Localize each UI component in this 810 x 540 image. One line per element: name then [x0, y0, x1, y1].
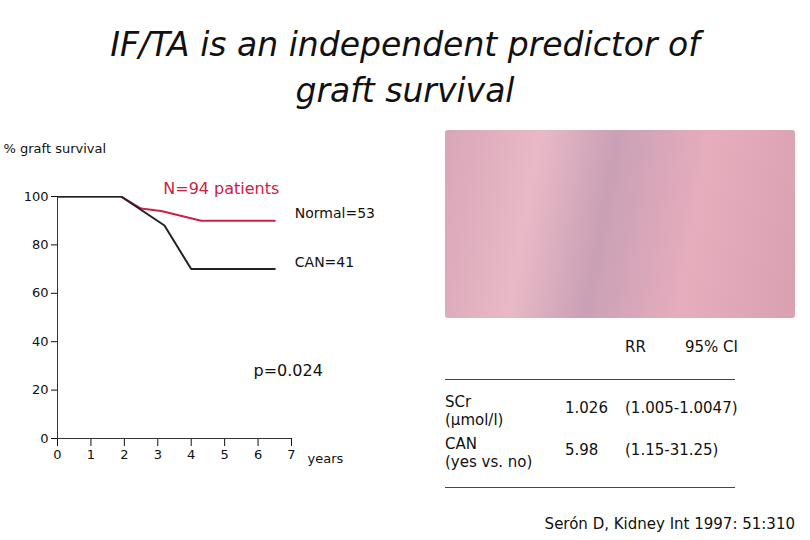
html-text:(1.005-1.0047): (1.005-1.0047) [625, 399, 738, 417]
html-text:SCr: SCr [445, 393, 472, 411]
html-text:95% CI: 95% CI [685, 338, 738, 356]
svg-text:4: 4 [187, 447, 195, 462]
html-text:1.026: 1.026 [565, 399, 608, 417]
svg-text:7: 7 [287, 447, 295, 462]
svg-text:0: 0 [40, 431, 48, 446]
svg-text:100: 100 [24, 189, 49, 204]
svg-text:40: 40 [32, 334, 49, 349]
svg-text:% graft survival: % graft survival [4, 141, 107, 156]
svg-text:6: 6 [254, 447, 262, 462]
html-text:(1.15-31.25): (1.15-31.25) [625, 441, 719, 459]
svg-text:3: 3 [154, 447, 162, 462]
svg-text:60: 60 [32, 285, 49, 300]
html-text:IF/TA is an independent predic: IF/TA is an independent predictor of [110, 25, 700, 64]
html-text:(μmol/l): (μmol/l) [445, 411, 504, 429]
svg-text:0: 0 [53, 447, 61, 462]
svg-text:2: 2 [120, 447, 128, 462]
html-text:Serón D, Kidney Int 1997: 51:3: Serón D, Kidney Int 1997: 51:310 [544, 515, 795, 533]
html-text:CAN: CAN [445, 435, 477, 453]
svg-text:20: 20 [32, 382, 49, 397]
svg-text:1: 1 [87, 447, 95, 462]
html-text:RR: RR [625, 338, 646, 356]
html-text:graft survival: graft survival [295, 71, 515, 110]
svg-text:5: 5 [221, 447, 229, 462]
svg-text:CAN=41: CAN=41 [295, 254, 354, 270]
svg-text:80: 80 [32, 237, 49, 252]
svg-text:p=0.024: p=0.024 [253, 361, 322, 380]
html-text:(yes vs. no): (yes vs. no) [445, 453, 533, 471]
svg-text:Normal=53: Normal=53 [295, 205, 375, 221]
html-text:5.98: 5.98 [565, 441, 599, 459]
svg-text:N=94 patients: N=94 patients [163, 179, 279, 198]
svg-text:years: years [308, 451, 344, 466]
